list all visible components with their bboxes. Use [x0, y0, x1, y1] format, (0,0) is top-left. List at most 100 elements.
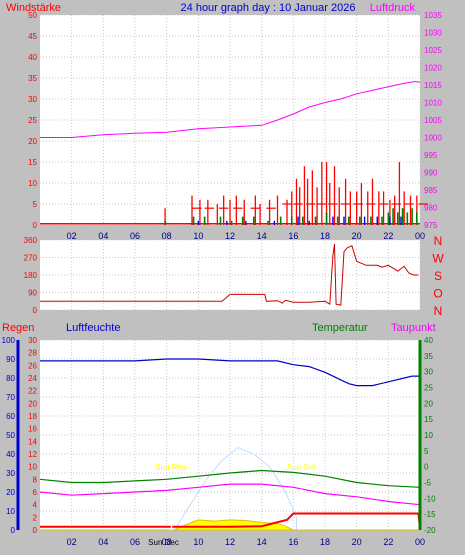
temperature-tick-label: 35: [424, 352, 433, 361]
pressure-tick-label: 1025: [424, 46, 442, 55]
compass-label: N: [434, 304, 443, 318]
x-tick-label: 02: [67, 537, 77, 547]
x-tick-label: 22: [383, 537, 393, 547]
humidity-tick-label: 0: [11, 526, 16, 535]
wind-tick-label: 25: [28, 116, 37, 125]
dewpoint-line: [39, 483, 421, 506]
pressure-tick-label: 985: [424, 186, 438, 195]
wind-tick-label: 15: [28, 158, 37, 167]
humidity-line: [40, 358, 420, 387]
rain-tick-label: 22: [28, 387, 37, 396]
rain-line: [40, 512, 421, 529]
temperature-tick-label: -5: [424, 479, 432, 488]
rain-tick-label: 4: [33, 501, 38, 510]
temperature-tick-label: -20: [424, 526, 436, 535]
x-tick-label: 08: [162, 537, 172, 547]
pressure-tick-label: 1000: [424, 134, 442, 143]
x-tick-label: 06: [130, 231, 140, 241]
rain-tick-label: 10: [28, 463, 37, 472]
pressure-tick-label: 1035: [424, 11, 442, 20]
x-tick-label: 00: [415, 231, 425, 241]
rain-tick-label: 18: [28, 412, 37, 421]
wind-tick-label: 20: [28, 137, 37, 146]
solar-radiation-line: [174, 447, 297, 531]
rain-tick-label: 26: [28, 361, 37, 370]
x-tick-label: 08: [162, 231, 172, 241]
wind-tick-label: 0: [33, 221, 38, 230]
pressure-tick-label: 1010: [424, 99, 442, 108]
sunshine-area: [40, 519, 420, 531]
humidity-axis-label: Luftfeuchte: [66, 322, 120, 334]
rain-tick-label: 8: [33, 475, 38, 484]
pressure-axis-label: Luftdruck: [370, 2, 416, 14]
x-tick-label: 02: [67, 231, 77, 241]
rain-tick-label: 14: [28, 437, 37, 446]
pressure-tick-label: 980: [424, 204, 438, 213]
compass-label: N: [434, 234, 443, 248]
rain-tick-label: 12: [28, 450, 37, 459]
temperature-tick-label: 30: [424, 368, 433, 377]
x-tick-label: 04: [98, 537, 108, 547]
pressure-tick-label: 975: [424, 221, 438, 230]
direction-tick-label: 270: [24, 254, 38, 263]
humidity-tick-label: 90: [6, 355, 15, 364]
rain-tick-label: 30: [28, 336, 37, 345]
x-tick-label: 04: [98, 231, 108, 241]
x-tick-label: 16: [288, 537, 298, 547]
humidity-tick-label: 10: [6, 507, 15, 516]
direction-tick-label: 0: [33, 306, 38, 315]
pressure-tick-label: 990: [424, 169, 438, 178]
x-tick-label: 12: [225, 537, 235, 547]
direction-tick-label: 90: [28, 289, 37, 298]
pressure-tick-label: 1005: [424, 116, 442, 125]
humidity-tick-label: 40: [6, 450, 15, 459]
humidity-tick-label: 30: [6, 469, 15, 478]
rain-tick-label: 6: [33, 488, 38, 497]
x-tick-label: 16: [288, 231, 298, 241]
x-tick-label: 20: [352, 537, 362, 547]
x-tick-label: 06: [130, 537, 140, 547]
humidity-tick-label: 70: [6, 393, 15, 402]
x-tick-label: 22: [383, 231, 393, 241]
sun-dec-label: Sun Dec: [148, 538, 179, 547]
temperature-line: [39, 469, 421, 488]
rain-tick-label: 28: [28, 349, 37, 358]
x-tick-label: 00: [415, 537, 425, 547]
direction-tick-label: 180: [24, 271, 38, 280]
humidity-tick-label: 80: [6, 374, 15, 383]
rain-tick-label: 24: [28, 374, 37, 383]
compass-label: S: [434, 269, 442, 283]
wind-tick-label: 10: [28, 179, 37, 188]
humidity-tick-label: 60: [6, 412, 15, 421]
x-tick-label: 14: [257, 231, 267, 241]
humidity-tick-label: 50: [6, 431, 15, 440]
wind-tick-label: 45: [28, 32, 37, 41]
temperature-tick-label: -15: [424, 510, 436, 519]
wind-tick-label: 40: [28, 53, 37, 62]
dewpoint-axis-label: Taupunkt: [391, 322, 436, 334]
temperature-tick-label: 20: [424, 399, 433, 408]
wind-tick-label: 35: [28, 74, 37, 83]
x-tick-label: 18: [320, 537, 330, 547]
compass-label: O: [433, 287, 442, 301]
pressure-line: [40, 80, 421, 138]
wind-axis-label: Windstärke: [6, 2, 61, 14]
temperature-tick-label: -10: [424, 494, 436, 503]
rain-tick-label: 2: [33, 513, 38, 522]
rain-axis-label: Regen: [2, 322, 34, 334]
temperature-tick-label: 15: [424, 415, 433, 424]
x-tick-label: 10: [193, 537, 203, 547]
temperature-axis-label: Temperatur: [312, 322, 368, 334]
page-title: 24 hour graph day : 10 Januar 2026: [181, 2, 356, 14]
temperature-tick-label: 5: [424, 447, 429, 456]
direction-line: [40, 243, 419, 306]
direction-tick-label: 360: [24, 236, 38, 245]
sunrise-label: Sun Rise: [155, 463, 188, 472]
rain-tick-label: 20: [28, 399, 37, 408]
x-tick-label: 12: [225, 231, 235, 241]
temperature-tick-label: 40: [424, 336, 433, 345]
wind-tick-label: 50: [28, 11, 37, 20]
sunset-label: Sun Set: [287, 463, 316, 472]
rain-tick-label: 0: [33, 526, 38, 535]
